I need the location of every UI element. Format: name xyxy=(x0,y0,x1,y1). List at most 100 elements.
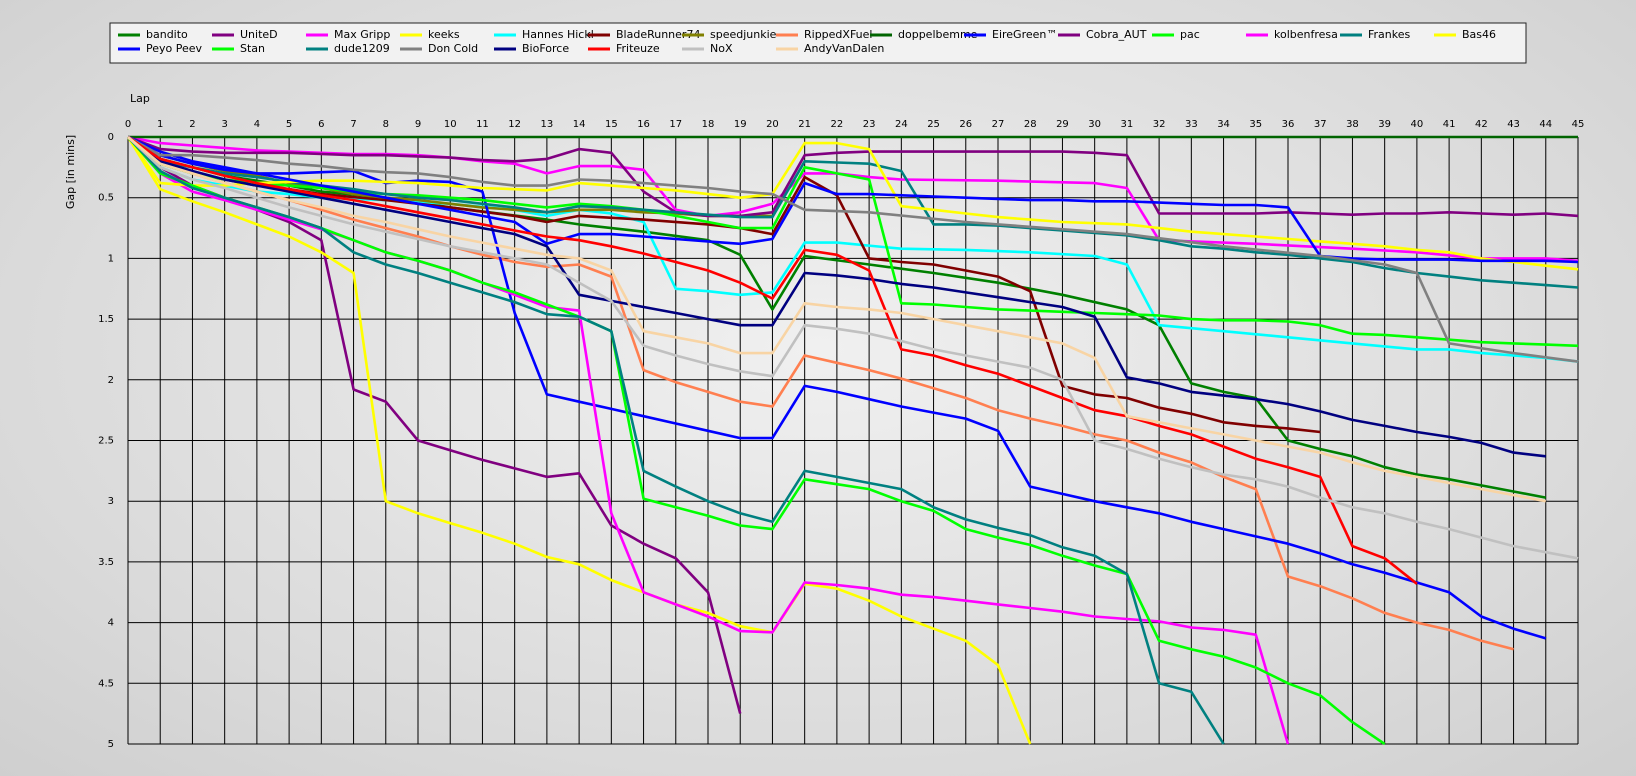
x-tick-label: 1 xyxy=(157,119,163,130)
x-axis-label: Lap xyxy=(130,92,150,105)
plot-lines xyxy=(126,135,1579,746)
x-tick-label: 12 xyxy=(508,119,521,130)
x-tick-label: 16 xyxy=(637,119,650,130)
series-line xyxy=(127,136,1579,560)
x-tick-label: 45 xyxy=(1572,119,1585,130)
x-tick-label: 38 xyxy=(1346,119,1359,130)
x-tick-label: 27 xyxy=(992,119,1005,130)
x-tick-label: 24 xyxy=(895,119,908,130)
x-tick-label: 10 xyxy=(444,119,457,130)
series-line xyxy=(127,136,1386,746)
legend-label: NoX xyxy=(710,42,733,55)
legend-label: EireGreen™ xyxy=(992,28,1057,41)
series-line xyxy=(127,135,1546,458)
x-tick-label: 29 xyxy=(1056,119,1069,130)
series-line xyxy=(127,135,1579,289)
x-tick-label: 30 xyxy=(1088,119,1101,130)
legend-label: BladeRunner74 xyxy=(616,28,700,41)
x-tick-label: 28 xyxy=(1024,119,1037,130)
legend-label: kolbenfresa xyxy=(1274,28,1338,41)
x-tick-label: 17 xyxy=(669,119,682,130)
x-tick-label: 42 xyxy=(1475,119,1488,130)
x-tick-label: 37 xyxy=(1314,119,1327,130)
y-tick-label: 3.5 xyxy=(98,557,114,568)
x-tick-label: 44 xyxy=(1539,119,1552,130)
y-tick-label: 0.5 xyxy=(98,193,114,204)
legend: bandito UniteD Max Gripp keeks Hannes Hickl B… xyxy=(118,28,1496,55)
legend-box xyxy=(109,22,1527,64)
legend-label: Max Gripp xyxy=(334,28,390,41)
legend-label: Hannes Hickl xyxy=(522,28,594,41)
legend-label: Cobra_AUT xyxy=(1086,28,1147,41)
x-tick-label: 0 xyxy=(125,119,131,130)
legend-label: Friteuze xyxy=(616,42,660,55)
y-axis-label: Gap [in mins] xyxy=(64,135,77,209)
x-tick-label: 19 xyxy=(734,119,747,130)
y-tick-label: 0 xyxy=(108,132,114,143)
legend-label: RippedXFuel xyxy=(804,28,872,41)
y-tick-label: 2 xyxy=(108,375,114,386)
x-tick-label: 14 xyxy=(573,119,586,130)
legend-label: dude1209 xyxy=(334,42,390,55)
legend-label: speedjunkie xyxy=(710,28,777,41)
series-line xyxy=(127,135,1547,640)
series-line xyxy=(127,135,1547,499)
legend-label: BioForce xyxy=(522,42,569,55)
x-tick-label: 33 xyxy=(1185,119,1198,130)
x-tick-label: 5 xyxy=(286,119,292,130)
x-tick-label: 22 xyxy=(831,119,844,130)
legend-label: bandito xyxy=(146,28,188,41)
x-tick-label: 23 xyxy=(863,119,876,130)
x-tick-label: 34 xyxy=(1217,119,1230,130)
x-tick-label: 31 xyxy=(1121,119,1134,130)
legend-label: Bas46 xyxy=(1462,28,1496,41)
y-tick-label: 1.5 xyxy=(98,314,114,325)
x-tick-label: 6 xyxy=(318,119,324,130)
x-tick-label: 15 xyxy=(605,119,618,130)
x-tick-label: 8 xyxy=(383,119,389,130)
x-tick-label: 11 xyxy=(476,119,489,130)
series-line xyxy=(126,136,1032,745)
x-tick-label: 18 xyxy=(702,119,715,130)
x-tick-label: 7 xyxy=(350,119,356,130)
legend-label: Stan xyxy=(240,42,265,55)
legend-label: pac xyxy=(1180,28,1200,41)
x-tick-label: 39 xyxy=(1378,119,1391,130)
x-tick-label: 26 xyxy=(959,119,972,130)
x-tick-label: 4 xyxy=(254,119,260,130)
y-tick-label: 5 xyxy=(108,739,114,750)
x-tick-label: 36 xyxy=(1282,119,1295,130)
x-tick-label: 13 xyxy=(541,119,554,130)
x-tick-label: 40 xyxy=(1411,119,1424,130)
legend-label: Frankes xyxy=(1368,28,1411,41)
x-tick-label: 35 xyxy=(1249,119,1262,130)
x-tick-label: 41 xyxy=(1443,119,1456,130)
series-line xyxy=(127,135,1547,503)
y-tick-label: 2.5 xyxy=(98,436,114,447)
x-tick-label: 2 xyxy=(189,119,195,130)
series-line xyxy=(127,135,1418,585)
legend-label: keeks xyxy=(428,28,460,41)
legend-label: Peyo Peev xyxy=(146,42,203,55)
legend-label: Don Cold xyxy=(428,42,478,55)
x-tick-label: 20 xyxy=(766,119,779,130)
y-tick-label: 4.5 xyxy=(98,678,114,689)
x-tick-label: 32 xyxy=(1153,119,1166,130)
x-tick-label: 3 xyxy=(221,119,227,130)
series-line xyxy=(126,136,1579,271)
series-line xyxy=(127,136,742,714)
series-line xyxy=(127,135,1514,651)
y-tick-label: 4 xyxy=(108,618,114,629)
series-line xyxy=(127,135,1579,363)
legend-label: UniteD xyxy=(240,28,278,41)
legend-label: doppelbemme xyxy=(898,28,978,41)
y-tick-label: 3 xyxy=(108,496,114,507)
series-line xyxy=(127,135,1579,218)
legend-label: AndyVanDalen xyxy=(804,42,884,55)
series-line xyxy=(127,136,1225,745)
x-tick-label: 21 xyxy=(798,119,811,130)
x-tick-label: 9 xyxy=(415,119,421,130)
x-tick-label: 25 xyxy=(927,119,940,130)
x-tick-label: 43 xyxy=(1507,119,1520,130)
